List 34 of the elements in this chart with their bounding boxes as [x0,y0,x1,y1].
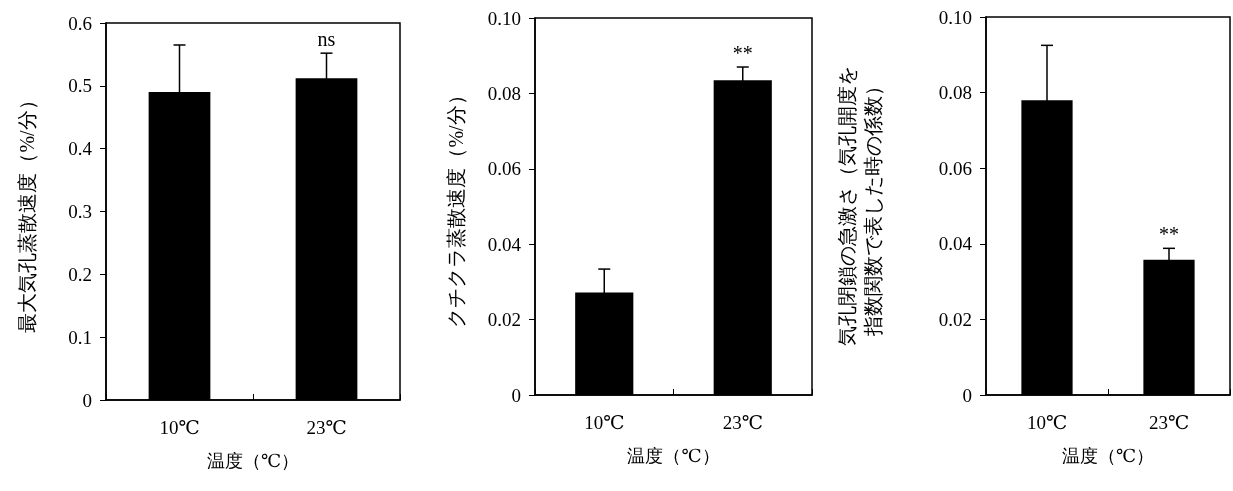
y-tick-label: 0.2 [68,263,92,285]
y-tick-label: 0.08 [487,82,521,104]
x-tick-label: 23℃ [306,417,347,438]
x-tick-label: 23℃ [722,412,763,433]
annotation: ns [317,28,336,51]
y-tick-label: 0 [82,389,92,411]
annotation: ** [1159,223,1179,246]
x-tick-label: 10℃ [159,417,200,438]
y-axis-title: 気孔閉鎖の急激さ（気孔開度を指数関数で表した時の係数） [836,66,884,346]
x-tick-label: 10℃ [1026,412,1068,433]
y-tick-label: 0.04 [487,233,522,255]
y-tick-label: 0.10 [487,7,521,29]
y-axis-title: クチクラ蒸散速度（%/分） [445,85,467,328]
y-tick-label: 0.02 [938,308,972,330]
y-tick-label: 0.4 [68,138,93,160]
y-tick-label: 0.10 [938,6,972,28]
x-tick-label: 23℃ [1148,412,1190,433]
y-tick-label: 0.1 [68,326,92,348]
y-tick-label: 0.3 [68,201,92,222]
x-axis-title: 温度（℃） [206,451,300,471]
y-tick-label: 0.06 [938,157,972,179]
y-tick-label: 0.08 [938,82,972,104]
x-tick-label: 10℃ [584,412,625,433]
y-tick-label: 0.6 [68,12,92,34]
y-axis-title: 最大気孔蒸散速度（%/分） [16,90,38,333]
y-tick-label: 0.06 [487,158,521,180]
y-tick-label: 0 [511,384,521,406]
y-tick-label: 0.5 [68,75,92,97]
x-axis-title: 温度（℃） [627,446,720,466]
y-tick-label: 0 [962,384,972,406]
y-tick-label: 0.04 [938,233,973,255]
y-tick-label: 0.02 [487,309,521,331]
annotation: ** [732,42,753,65]
x-axis-title: 温度（℃） [1061,446,1155,466]
